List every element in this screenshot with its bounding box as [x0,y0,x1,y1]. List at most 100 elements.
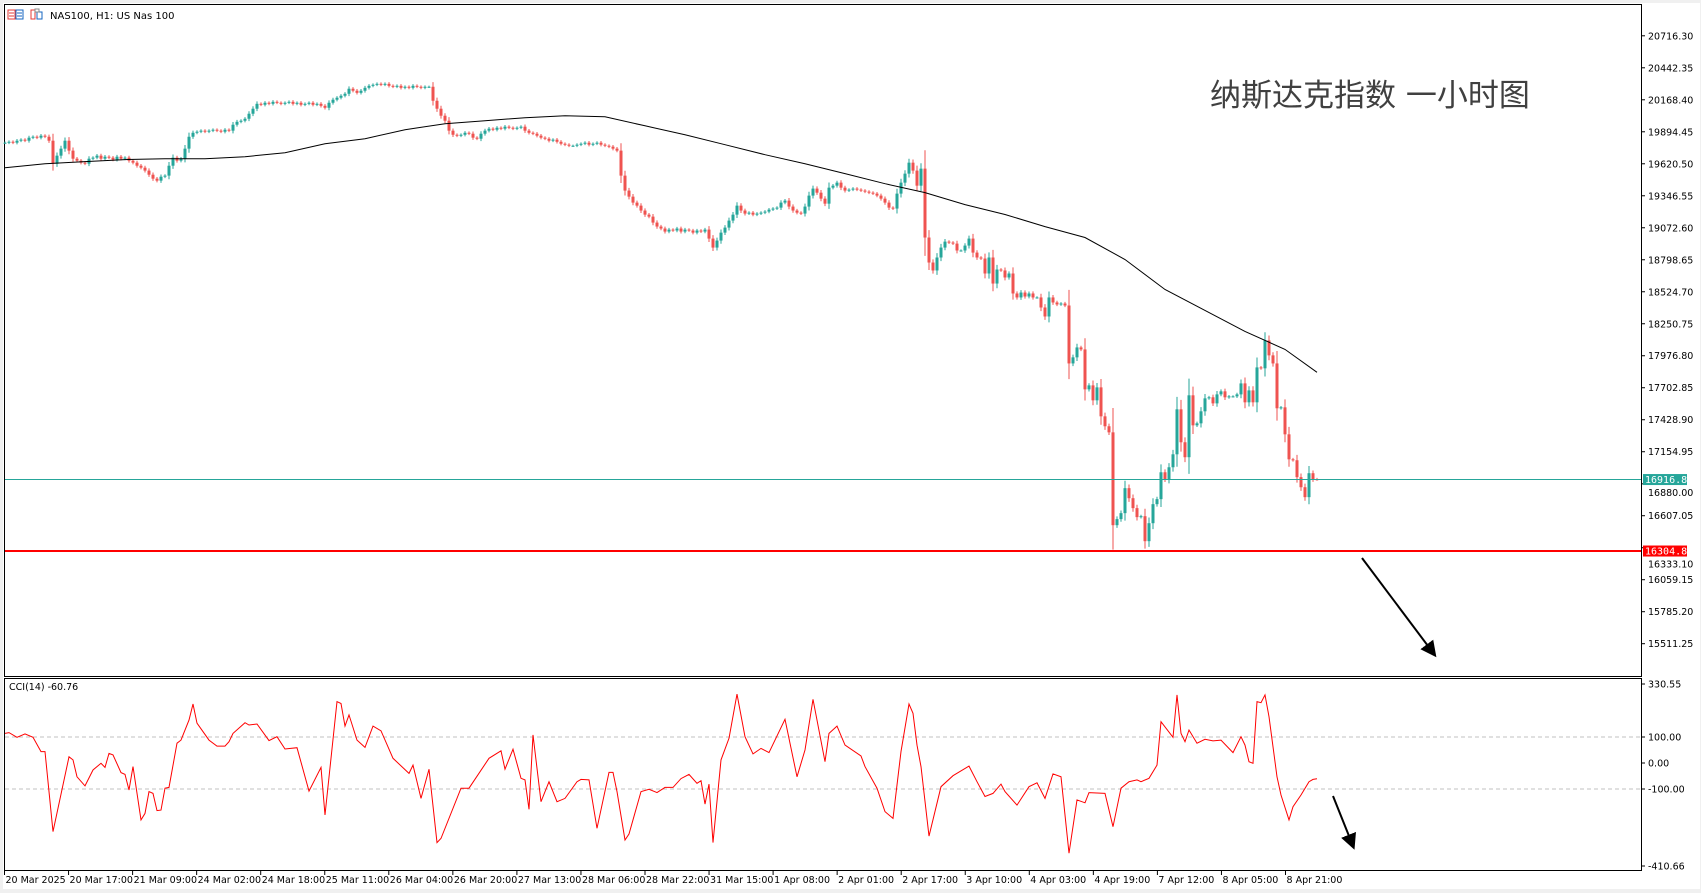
candle [987,252,991,279]
candle-body [903,173,907,183]
time-tick-label: 31 Mar 15:00 [710,875,773,886]
candle [951,241,955,246]
chart-list-icon[interactable] [7,9,24,20]
candle [263,101,267,107]
down-arrow-cci[interactable] [1332,795,1356,850]
candle [1171,449,1175,472]
candle [607,144,611,149]
candle [1075,343,1079,362]
candle-body [391,85,395,87]
candle [1159,464,1163,508]
candle-body [431,86,435,101]
candle-body [383,83,387,85]
price-tick-label: 18798.65 [1648,255,1693,266]
candle-body [1307,473,1311,498]
candle [787,197,791,210]
candle-body [115,156,119,160]
candle-body [611,146,615,149]
candle [1255,357,1259,413]
candle [283,101,287,106]
candle-body [1079,347,1083,350]
candle [1087,383,1091,392]
candle [739,203,743,213]
candle-body [1311,473,1315,480]
price-tick-label: 18250.75 [1648,319,1693,330]
candle-body [875,193,879,196]
candle-body [279,102,283,104]
candle [1243,377,1247,409]
candle-body [467,132,471,134]
candle [619,143,623,184]
candle [695,228,699,235]
candle [1119,510,1123,522]
current-price-label: 16916.80 [1645,475,1693,486]
candle-body [847,189,851,191]
price-tick-label: 20716.30 [1648,31,1693,42]
candle-body [471,133,475,138]
candle-body [443,115,447,121]
candle [915,165,919,191]
candle-body [767,209,771,212]
candle-body [807,195,811,207]
candle-body [491,128,495,130]
cci-indicator-label: CCI(14) -60.76 [9,682,78,693]
candle [991,249,995,292]
candle [851,187,855,192]
candle [203,129,207,134]
candle [547,137,551,143]
candle [59,145,63,159]
candle-body [119,156,123,159]
candle [1019,290,1023,300]
candle [447,117,451,135]
candle [1275,351,1279,421]
time-axis: 20 Mar 2025 20 Mar 17:00 21 Mar 09:00 24 Ma… [4,871,1342,886]
candle [155,177,159,183]
candle-body [1051,297,1055,303]
candle [243,117,247,123]
cci-tick-label: 0.00 [1648,759,1669,770]
symbol-window-icon[interactable] [30,8,43,20]
price-tick-label: 19894.45 [1648,127,1693,138]
candle-body [231,124,235,131]
candle [379,82,383,87]
candle-body [623,175,627,191]
candle [391,84,395,89]
candle [831,184,835,190]
candle-body [1275,363,1279,409]
candle [559,140,563,146]
candle [195,130,199,135]
candle-body [591,143,595,145]
candle [699,229,703,234]
candle-body [1287,434,1291,460]
candle [919,163,923,192]
candle [1279,405,1283,410]
candle-body [499,127,503,129]
candle-body [159,176,163,181]
candle [235,119,239,127]
candle-body [1123,488,1127,514]
cci-tick-label: -410.66 [1648,862,1685,873]
candle [163,174,167,179]
candle [1067,289,1071,380]
candle [1091,380,1095,406]
down-arrow-main[interactable] [1361,557,1437,658]
candle [575,143,579,148]
candle-body [603,144,607,146]
candle-body [1187,395,1191,458]
candle [551,138,555,143]
price-tick-label: 16333.10 [1648,560,1693,571]
candle-body [567,144,571,146]
candle-body [363,87,367,91]
candle-body [911,162,915,171]
candle [663,226,667,234]
candle [863,189,867,194]
candle [1035,296,1039,299]
candle-body [907,162,911,174]
candle [39,134,43,140]
candle [999,268,1003,272]
candle-body [427,86,431,88]
candle [839,180,843,191]
candle-body [59,148,63,156]
candle [139,164,143,170]
